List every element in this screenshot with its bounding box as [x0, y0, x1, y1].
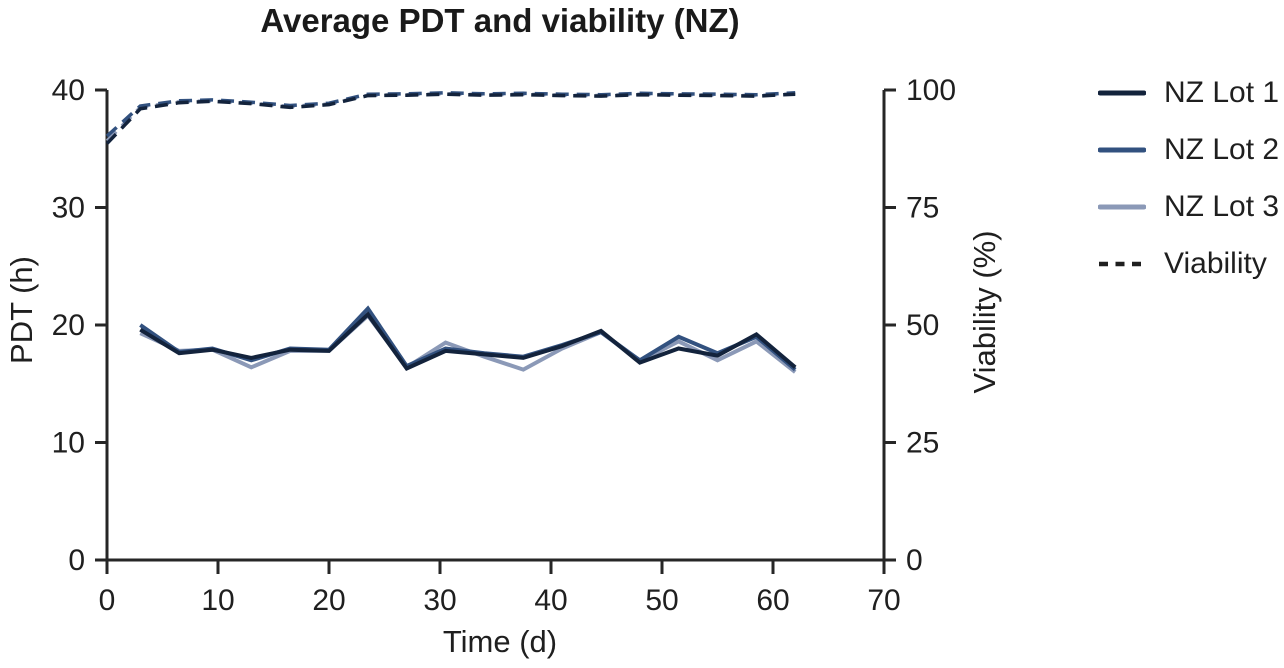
x-axis-tick-label: 30 [423, 584, 456, 617]
x-axis-tick-label: 70 [867, 584, 900, 617]
x-axis-tick-label: 40 [534, 584, 567, 617]
legend-label: NZ Lot 1 [1164, 75, 1280, 109]
y-axis-label-right: Viability (%) [967, 230, 1002, 394]
line-swatch-solid-icon [1098, 204, 1146, 209]
legend-label: Viability [1164, 246, 1267, 280]
line-swatch-solid-icon [1098, 147, 1146, 152]
y-axis-left-tick-label: 40 [52, 74, 85, 107]
y-axis-right-tick-label: 0 [906, 544, 923, 577]
x-axis-tick-label: 20 [312, 584, 345, 617]
y-axis-left-tick-label: 30 [52, 192, 85, 225]
y-axis-right-tick-label: 50 [906, 309, 939, 342]
pdt-line-nz-lot-1 [139, 311, 797, 371]
legend-item-viability: Viability [1098, 235, 1279, 292]
legend-label: NZ Lot 3 [1164, 189, 1280, 223]
legend-item-nz-lot-2: NZ Lot 2 [1098, 121, 1279, 178]
x-axis-tick-label: 60 [756, 584, 789, 617]
line-swatch-solid-icon [1098, 90, 1146, 95]
chart-title: Average PDT and viability (NZ) [260, 2, 740, 39]
line-swatch-dashed-icon [1099, 261, 1145, 266]
viability-line-nz-lot-2-viability [105, 91, 796, 138]
y-axis-left-tick-label: 20 [52, 309, 85, 342]
y-axis-right-tick-label: 100 [906, 74, 956, 107]
x-axis-tick-label: 10 [201, 584, 234, 617]
legend: NZ Lot 1 NZ Lot 2 NZ Lot 3 Viability [1098, 64, 1279, 292]
legend-item-nz-lot-3: NZ Lot 3 [1098, 178, 1279, 235]
y-axis-label-left: PDT (h) [4, 256, 39, 364]
y-axis-left-tick-label: 0 [68, 544, 85, 577]
legend-label: NZ Lot 2 [1164, 132, 1280, 166]
x-axis-label: Time (d) [442, 624, 558, 659]
legend-item-nz-lot-1: NZ Lot 1 [1098, 64, 1279, 121]
x-axis-tick-label: 50 [645, 584, 678, 617]
y-axis-right-tick-label: 75 [906, 192, 939, 225]
y-axis-right-tick-label: 25 [906, 427, 939, 460]
x-axis-tick-label: 0 [99, 584, 116, 617]
y-axis-left-tick-label: 10 [52, 427, 85, 460]
viability-line-nz-lot-1-viability [105, 92, 796, 145]
